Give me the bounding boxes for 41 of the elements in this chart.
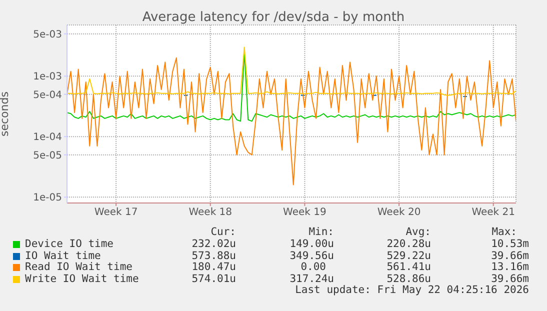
text: 574.01u xyxy=(192,272,236,284)
x-tick-label: Week 18 xyxy=(188,207,232,218)
text: 573.88u xyxy=(192,250,236,262)
y-tick-label: 1e-03 xyxy=(33,72,62,83)
text: 528.86u xyxy=(386,272,431,284)
y-axis-title: seconds xyxy=(0,91,11,136)
text: 529.22u xyxy=(386,250,431,262)
text: 13.16m xyxy=(491,261,529,273)
text: 561.41u xyxy=(386,261,431,273)
x-tick-label: Week 21 xyxy=(472,207,516,218)
legend-label: Read IO Wait time xyxy=(25,261,132,273)
x-tick-label: Week 19 xyxy=(283,207,326,218)
y-tick-label: 5e-05 xyxy=(33,150,62,162)
text: 317.24u xyxy=(290,272,334,284)
text: Avg: xyxy=(406,226,431,238)
y-tick-label: 5e-04 xyxy=(33,90,62,101)
line-series xyxy=(67,57,516,186)
text: Max: xyxy=(492,226,517,238)
x-tick-label: Week 20 xyxy=(377,207,421,218)
text: Min: xyxy=(308,226,334,238)
legend-label: Write IO Wait time xyxy=(25,272,139,284)
text: 39.66m xyxy=(491,272,529,284)
text: 10.53m xyxy=(491,238,529,250)
text: Cur: xyxy=(210,226,236,238)
y-tick-label: 1e-05 xyxy=(33,192,62,204)
text: 39.66m xyxy=(491,250,529,262)
y-tick-label: 1e-04 xyxy=(33,132,62,144)
y-tick-label: 5e-03 xyxy=(33,29,62,40)
text: 232.02u xyxy=(192,238,236,250)
legend-label: Device IO time xyxy=(25,238,114,250)
text: 0.00 xyxy=(300,261,326,273)
text: 349.56u xyxy=(290,250,334,262)
text: 149.00u xyxy=(290,238,334,250)
text: Last update: Fri May 22 04:25:16 2026 xyxy=(295,284,529,296)
text: 180.47u xyxy=(192,261,236,273)
legend-label: IO Wait time xyxy=(25,250,101,262)
line-series xyxy=(67,52,516,122)
line-series xyxy=(67,46,516,96)
text: 220.28u xyxy=(386,238,431,250)
x-tick-label: Week 17 xyxy=(94,207,138,218)
chart-title: Average latency for /dev/sda - by month xyxy=(141,10,406,25)
